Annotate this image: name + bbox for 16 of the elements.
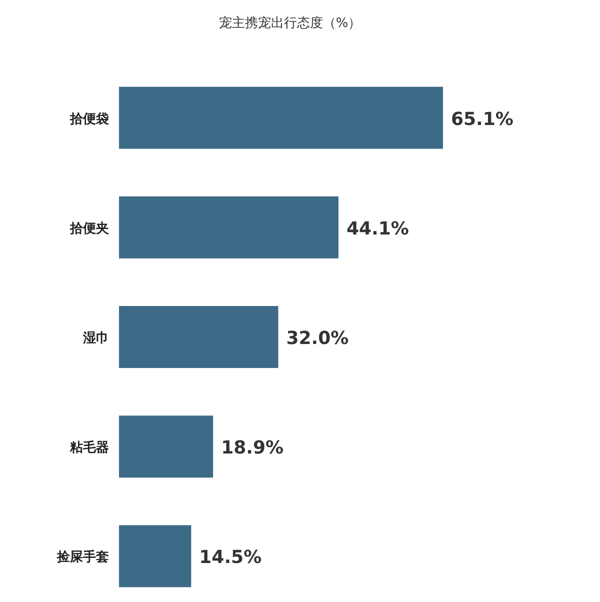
data-label: 14.5% [199,547,262,568]
y-tick-label: 粘毛器 [69,440,109,456]
bar [119,525,192,588]
y-tick-label: 捡屎手套 [56,549,109,566]
data-label: 65.1% [451,108,514,130]
y-tick-label: 拾便袋 [69,112,109,127]
data-label: 32.0% [286,328,349,349]
y-tick-label: 拾便夹 [69,221,110,236]
data-label: 44.1% [346,218,409,240]
data-label: 18.9% [221,438,284,459]
bar [119,306,278,368]
bar [119,196,338,258]
bar [119,86,443,149]
chart-title: 宠主携宠出行态度（%） [218,15,362,31]
bar [119,416,214,478]
y-tick-label: 湿巾 [82,331,109,346]
